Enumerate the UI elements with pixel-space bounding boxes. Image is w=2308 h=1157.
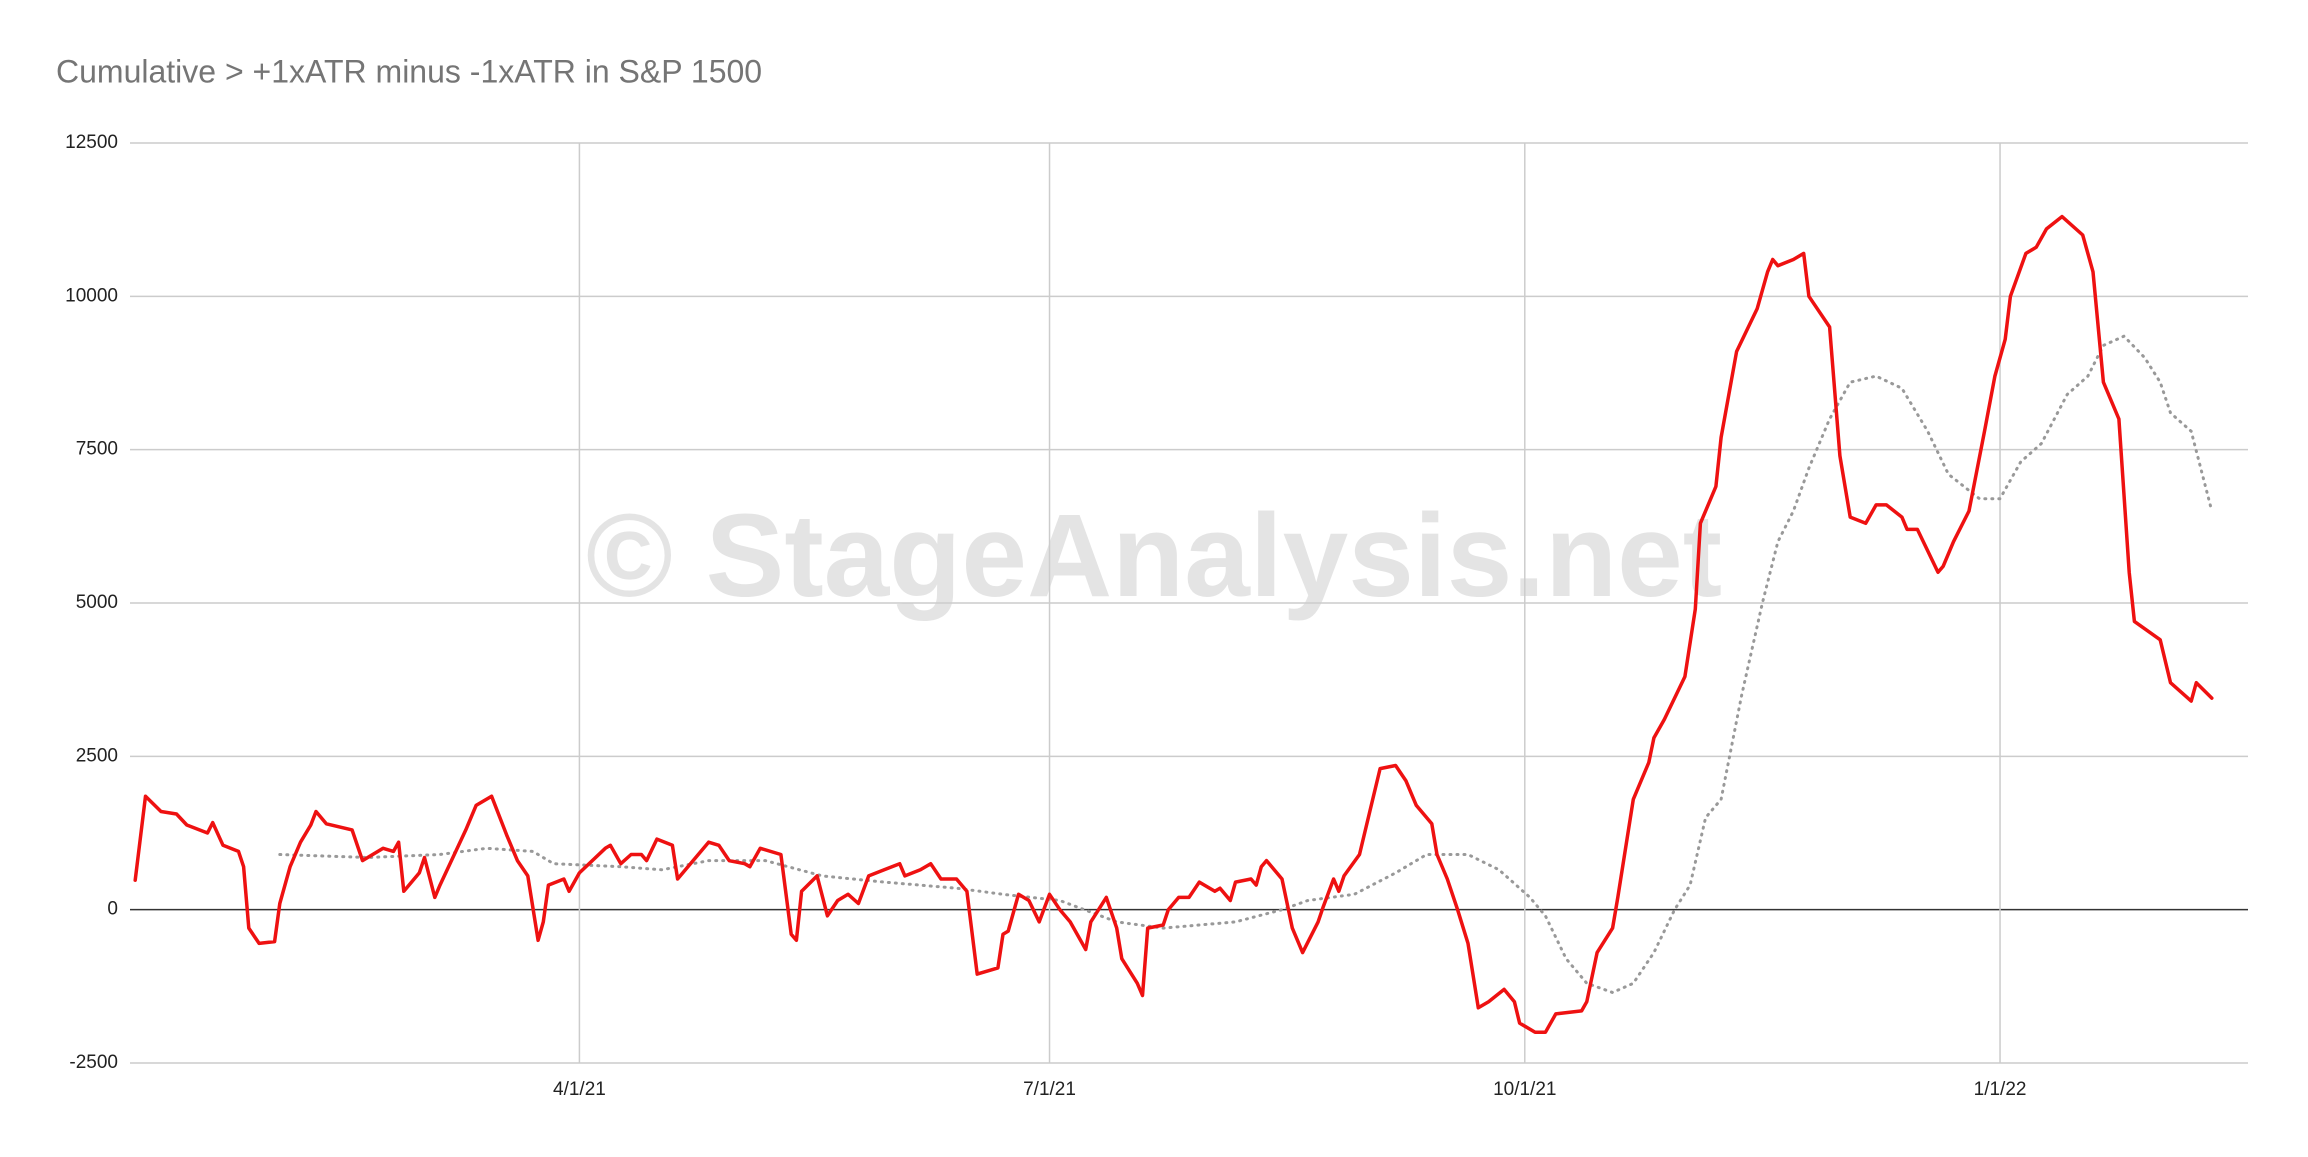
x-tick-label: 1/1/22 (1974, 1079, 2027, 1100)
y-tick-label: 0 (107, 899, 118, 920)
y-tick-label: 10000 (65, 285, 118, 306)
series-line (133, 214, 2214, 1035)
watermark: © StageAnalysis.net (586, 490, 1722, 622)
y-tick-label: 5000 (76, 592, 118, 613)
series-line (278, 334, 2214, 994)
x-tick-label: 7/1/21 (1023, 1079, 1076, 1100)
y-tick-label: 2500 (76, 745, 118, 766)
x-tick-label: 4/1/21 (553, 1079, 606, 1100)
chart-title: Cumulative > +1xATR minus -1xATR in S&P … (56, 53, 762, 89)
x-tick-label: 10/1/21 (1493, 1079, 1556, 1100)
y-tick-label: 7500 (76, 439, 118, 460)
y-tick-label: -2500 (69, 1052, 118, 1073)
y-tick-label: 12500 (65, 132, 118, 153)
